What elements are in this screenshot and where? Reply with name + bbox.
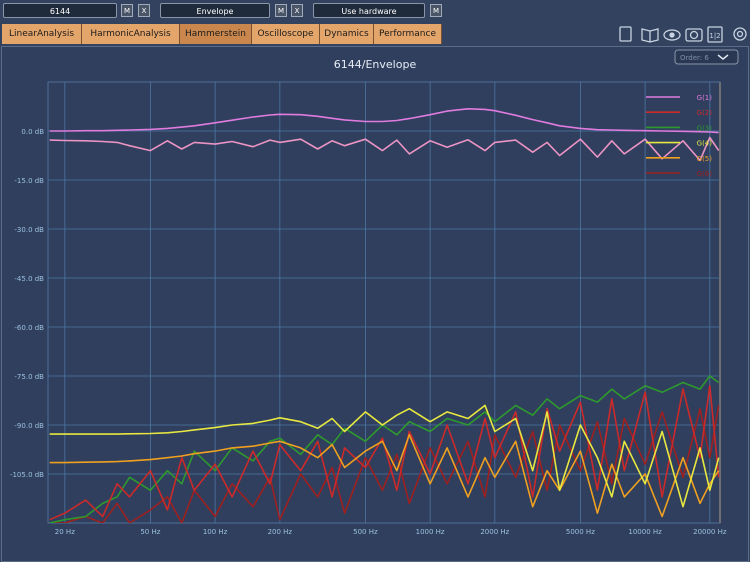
x-tick-label: 5000 Hz: [566, 528, 595, 536]
legend-label: G(5): [697, 155, 713, 163]
camera-lens: [689, 30, 699, 40]
plot-lines: [49, 108, 720, 523]
field-button[interactable]: X: [291, 4, 303, 17]
tab[interactable]: Oscilloscope: [252, 24, 320, 44]
y-tick-label: -60.0 dB: [14, 324, 44, 332]
x-tick-label: 50 Hz: [140, 528, 160, 536]
y-tick-label: -15.0 dB: [14, 177, 44, 185]
field-button[interactable]: M: [430, 4, 442, 17]
eye-pupil: [669, 32, 675, 38]
book-icon[interactable]: [641, 28, 659, 43]
series-line: [49, 405, 720, 523]
dropdown-arrow: [717, 54, 729, 60]
chart-title: 6144/Envelope: [334, 58, 417, 71]
series-line: [49, 136, 720, 162]
y-tick-label: -45.0 dB: [14, 275, 44, 283]
settings-icon[interactable]: [733, 27, 747, 41]
y-tick-label: 0.0 dB: [21, 128, 44, 136]
y-tick-label: -75.0 dB: [14, 373, 44, 381]
tab[interactable]: HarmonicAnalysis: [82, 24, 180, 44]
series-line: [49, 434, 720, 518]
plot-area: [47, 81, 721, 524]
legend-label: G(6): [697, 170, 713, 178]
series-line: [49, 385, 720, 521]
legend-label: G(1): [697, 94, 713, 102]
legend-label: G(3): [697, 124, 713, 132]
order-dropdown[interactable]: [674, 49, 739, 65]
legend-label: G(2): [697, 109, 713, 117]
text-field[interactable]: Envelope: [160, 3, 270, 18]
x-tick-label: 1000 Hz: [416, 528, 445, 536]
field-button[interactable]: X: [138, 4, 150, 17]
legend-label: G(4): [697, 140, 713, 148]
series-line: [49, 375, 720, 523]
x-tick-label: 200 Hz: [268, 528, 293, 536]
tab[interactable]: LinearAnalysis: [2, 24, 82, 44]
series-line: [49, 404, 720, 508]
settings-hub: [736, 30, 744, 38]
ratio-label: 1|2: [709, 32, 720, 40]
series-line: [49, 108, 719, 134]
x-tick-label: 2000 Hz: [480, 528, 509, 536]
toolbar-icons: [619, 26, 747, 43]
camera-icon[interactable]: [685, 28, 703, 42]
x-tick-label: 20 Hz: [55, 528, 75, 536]
ratio-icon[interactable]: [707, 26, 723, 43]
text-field[interactable]: Use hardware: [313, 3, 425, 18]
x-tick-label: 10000 Hz: [628, 528, 662, 536]
tab[interactable]: Hammerstein: [180, 24, 252, 44]
x-tick-label: 100 Hz: [203, 528, 228, 536]
y-tick-label: -90.0 dB: [14, 422, 44, 430]
report-icon[interactable]: [619, 26, 632, 42]
text-field[interactable]: 6144: [3, 3, 117, 18]
tab[interactable]: Dynamics: [320, 24, 374, 44]
x-tick-label: 20000 Hz: [693, 528, 727, 536]
eye-icon[interactable]: [663, 29, 681, 41]
order-label: Order: 6: [680, 54, 709, 62]
y-tick-label: -105.0 dB: [10, 471, 44, 479]
y-tick-label: -30.0 dB: [14, 226, 44, 234]
field-button[interactable]: M: [275, 4, 287, 17]
x-tick-label: 500 Hz: [353, 528, 378, 536]
tab[interactable]: Performance: [374, 24, 442, 44]
field-button[interactable]: M: [121, 4, 133, 17]
